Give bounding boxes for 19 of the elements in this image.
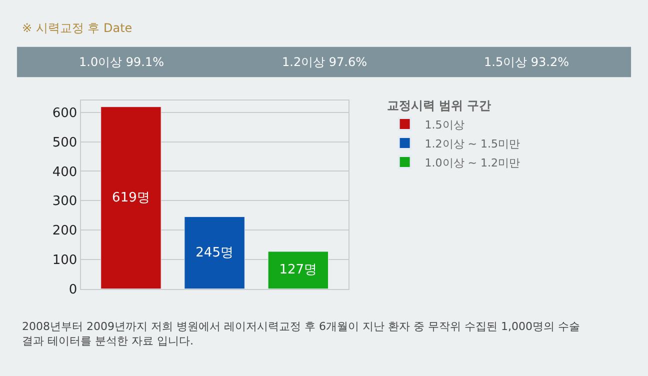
y-tick-label: 100	[52, 252, 78, 268]
text: 2008년부터 2009년까지 저희 병원에서 레이저시력교정 후 6개월이 지난 환자 중 무작위 수집된 1,000명의 수술 결과 테이터를 분석한 자료 입니다.	[22, 320, 580, 348]
chart-title: ※ 시력교정 후 Date	[22, 21, 132, 35]
data-label: 245명	[196, 245, 234, 260]
y-tick-label: 500	[52, 135, 78, 150]
text: 1.5이상 93.2%	[484, 55, 570, 69]
text: 1.0이상 99.1%	[79, 55, 164, 69]
legend-label: 1.2이상 ~ 1.5미만	[424, 137, 520, 150]
legend-title: 교정시력 범위 구간	[386, 98, 492, 113]
text: 1.2이상 97.6%	[282, 55, 368, 69]
y-tick-label: 0	[68, 282, 78, 298]
y-tick-label: 200	[52, 224, 78, 239]
legend-label: 1.5이상	[424, 118, 464, 132]
y-tick-label: 300	[52, 194, 78, 210]
data-label: 619명	[112, 190, 150, 206]
data-label: 127명	[279, 262, 318, 278]
y-tick-label: 400	[52, 164, 78, 180]
legend-label: 1.0이상 ~ 1.2미만	[424, 156, 520, 170]
y-tick-label: 600	[52, 106, 78, 121]
